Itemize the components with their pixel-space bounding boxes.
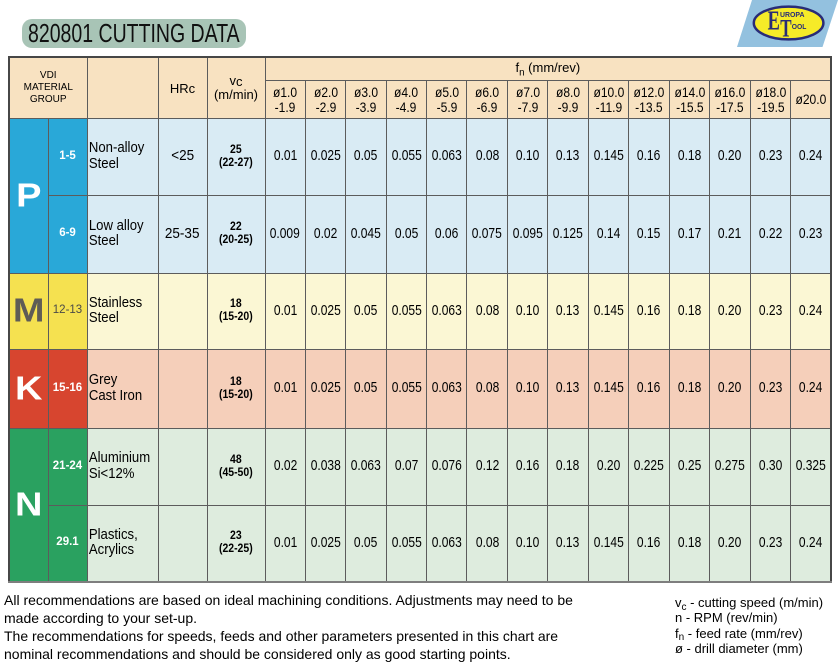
svg-text:UROPA: UROPA: [780, 11, 805, 19]
svg-text:OOL: OOL: [792, 23, 807, 31]
svg-text:E: E: [768, 5, 780, 35]
svg-text:T: T: [780, 14, 791, 42]
